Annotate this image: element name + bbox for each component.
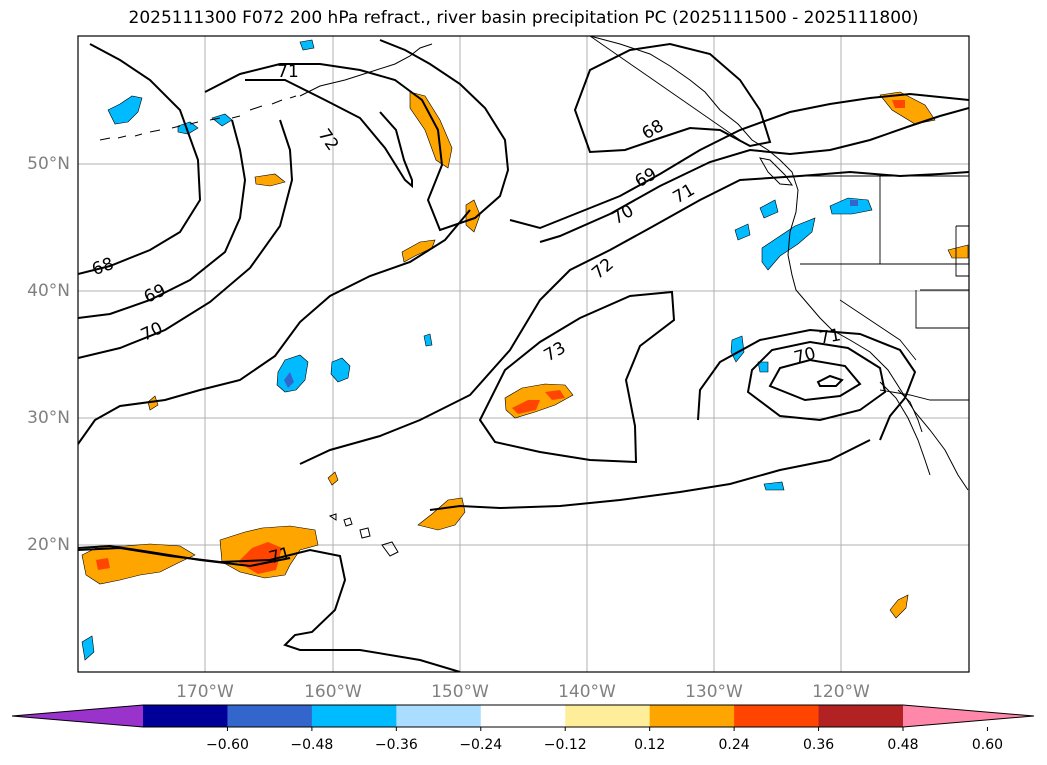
alaska-peninsula-outline bbox=[299, 43, 433, 97]
precip-positive-area bbox=[947, 244, 969, 259]
colorbar-tick-label: 0.24 bbox=[719, 737, 750, 753]
hawaiian-islands-outline bbox=[328, 513, 399, 557]
colorbar-extend-low bbox=[12, 705, 143, 727]
precip-strong-area bbox=[96, 558, 110, 570]
colorbar-tick-label: 0.12 bbox=[634, 737, 665, 753]
precip-negative-area bbox=[757, 361, 769, 373]
colorbar-swatch bbox=[227, 705, 313, 727]
contour-69-west bbox=[78, 119, 247, 319]
north-america-coastline bbox=[589, 36, 969, 491]
contour-label: 71 bbox=[277, 62, 299, 82]
precip-strong-area bbox=[892, 100, 905, 108]
precip-negative-area bbox=[730, 335, 745, 363]
contour-inner-low bbox=[768, 358, 862, 402]
contour-70-low bbox=[746, 340, 887, 422]
precip-negative-area bbox=[423, 333, 433, 347]
longitude-label: 170°W bbox=[176, 682, 234, 702]
contour-72-south bbox=[429, 439, 871, 511]
precip-negative-area bbox=[107, 95, 143, 125]
us-mexico-border bbox=[879, 389, 969, 401]
precip-negative-area bbox=[299, 39, 315, 51]
longitude-label: 150°W bbox=[431, 682, 489, 702]
precip-negative-area bbox=[759, 199, 779, 219]
precip-weak-negative-area bbox=[284, 372, 294, 388]
colorbar-swatch bbox=[649, 705, 735, 727]
colorbar-tick-label: −0.48 bbox=[290, 737, 333, 753]
latitude-axis: 50°N 40°N 30°N 20°N bbox=[27, 154, 70, 555]
colorbar-swatch bbox=[734, 705, 820, 727]
longitude-label: 160°W bbox=[304, 682, 362, 702]
latitude-label: 20°N bbox=[27, 535, 70, 555]
contour-71-west bbox=[78, 209, 471, 445]
precip-positive-area bbox=[147, 395, 159, 411]
baja-california-coastline bbox=[879, 381, 931, 476]
contour-72-trough bbox=[245, 79, 413, 189]
contour-71-low bbox=[697, 328, 917, 441]
precip-positive-area bbox=[889, 594, 909, 619]
precip-negative-area bbox=[81, 635, 95, 661]
precip-positive-area bbox=[409, 91, 453, 169]
colorbar-swatch bbox=[565, 705, 651, 727]
longitude-label: 120°W bbox=[812, 682, 870, 702]
colorbar-outline bbox=[11, 704, 1035, 728]
alaska-canada-border bbox=[589, 36, 741, 141]
contour-73-cell bbox=[478, 290, 676, 464]
precip-weak-negative-area bbox=[850, 200, 858, 206]
colorbar-swatch bbox=[311, 705, 397, 727]
latitude-label: 30°N bbox=[27, 408, 70, 428]
contour-70-west bbox=[78, 119, 294, 359]
precip-positive-area bbox=[327, 471, 339, 486]
vancouver-island-outline bbox=[759, 157, 794, 186]
colorbar-swatch bbox=[480, 705, 566, 727]
colorbar-swatch bbox=[143, 705, 228, 727]
longitude-axis: 170°W 160°W 150°W 140°W 130°W 120°W bbox=[176, 682, 870, 702]
contour-71-north bbox=[204, 39, 510, 232]
coastlines bbox=[99, 36, 969, 557]
colorbar-swatch bbox=[818, 705, 904, 727]
precip-positive-area bbox=[254, 173, 286, 187]
aleutian-islands-outline bbox=[99, 95, 297, 141]
colorbar: −0.60 −0.48 −0.36 −0.24 −0.12 0.12 0.24 0.36 0.4… bbox=[11, 704, 1035, 753]
colorbar-extend-high bbox=[903, 705, 1034, 727]
colorbar-tick-label: −0.12 bbox=[544, 737, 587, 753]
precip-strong-area bbox=[545, 390, 565, 400]
colorbar-tick-label: 0.36 bbox=[803, 737, 834, 753]
map-title: 2025111300 F072 200 hPa refract., river … bbox=[128, 8, 919, 28]
political-borders bbox=[589, 36, 969, 401]
state-borders bbox=[800, 176, 969, 361]
colorbar-tick-label: −0.24 bbox=[459, 737, 502, 753]
contour-70-loop bbox=[539, 107, 969, 243]
contour-core-low bbox=[816, 374, 844, 387]
contour-label: 71 bbox=[818, 325, 843, 348]
plot-frame bbox=[77, 35, 970, 673]
precip-negative-area bbox=[276, 354, 309, 393]
refractivity-contours bbox=[78, 39, 969, 672]
precip-negative-area bbox=[763, 481, 785, 491]
precip-shading bbox=[81, 39, 969, 661]
colorbar-tick-label: 0.60 bbox=[972, 737, 1003, 753]
precip-negative-area bbox=[734, 223, 751, 241]
colorbar-tick-label: −0.36 bbox=[375, 737, 418, 753]
latitude-label: 50°N bbox=[27, 154, 70, 174]
colorbar-tick-label: −0.60 bbox=[206, 737, 249, 753]
colorbar-swatch bbox=[396, 705, 482, 727]
longitude-label: 130°W bbox=[685, 682, 743, 702]
contour-68-alaska bbox=[573, 42, 772, 154]
contour-69-alaska bbox=[509, 92, 969, 230]
latitude-label: 40°N bbox=[27, 281, 70, 301]
contour-70-south bbox=[78, 544, 291, 568]
precip-negative-area bbox=[177, 121, 199, 135]
colorbar-tick-label: 0.48 bbox=[887, 737, 918, 753]
precip-strong-area bbox=[512, 400, 540, 414]
precip-negative-area bbox=[330, 357, 351, 383]
contour-68-west bbox=[78, 43, 202, 275]
longitude-label: 140°W bbox=[558, 682, 616, 702]
contour-72-central bbox=[299, 170, 969, 465]
